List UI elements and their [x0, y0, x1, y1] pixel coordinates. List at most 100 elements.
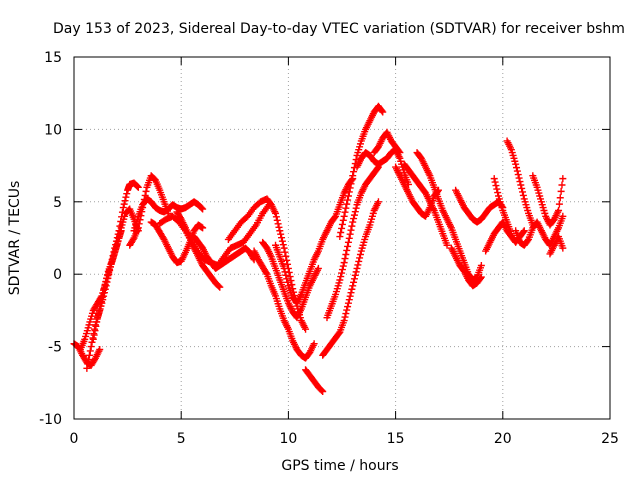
data-point: [281, 248, 289, 256]
data-point: [106, 267, 114, 275]
series-arc-31: [546, 233, 567, 258]
y-tick-label: 15: [44, 50, 62, 66]
data-point: [284, 278, 292, 286]
data-point: [341, 313, 349, 321]
data-point: [111, 244, 119, 252]
data-point: [557, 187, 565, 195]
data-point: [336, 276, 344, 284]
data-point: [314, 264, 322, 272]
series-arc-30: [529, 172, 567, 229]
series-arc-19: [353, 146, 412, 188]
data-point: [352, 204, 360, 212]
data-point: [379, 108, 387, 116]
data-point: [101, 285, 109, 293]
data-point: [102, 282, 110, 290]
data-point: [106, 263, 114, 271]
data-point: [98, 299, 106, 307]
x-tick-label: 10: [279, 431, 297, 447]
data-point: [356, 251, 364, 259]
data-point: [339, 262, 347, 270]
data-point: [85, 351, 93, 359]
data-point: [341, 208, 349, 216]
data-point: [344, 196, 352, 204]
plot-marks: [70, 102, 567, 395]
series-arc-7: [147, 218, 207, 267]
data-point: [280, 264, 288, 272]
data-point: [112, 241, 120, 249]
data-point: [347, 180, 355, 188]
series-arc-18: [336, 102, 387, 241]
data-point: [344, 238, 352, 246]
data-point: [120, 200, 128, 208]
data-point: [278, 237, 286, 245]
data-point: [89, 335, 97, 343]
data-point: [340, 317, 348, 325]
data-point: [348, 222, 356, 230]
series-arc-23: [413, 149, 485, 284]
data-point: [343, 306, 351, 314]
data-point: [345, 188, 353, 196]
data-point: [556, 194, 564, 202]
data-point: [198, 204, 206, 212]
data-point: [121, 197, 129, 205]
data-point: [352, 268, 360, 276]
data-point: [216, 283, 224, 291]
data-point: [119, 204, 127, 212]
data-point: [344, 242, 352, 250]
data-point: [353, 264, 361, 272]
data-point: [349, 172, 357, 180]
data-point: [343, 200, 351, 208]
data-point: [338, 220, 346, 228]
data-point: [346, 184, 354, 192]
data-point: [558, 181, 566, 189]
data-point: [520, 227, 528, 235]
data-point: [302, 325, 310, 333]
data-point: [491, 178, 499, 186]
series-arc-12: [250, 247, 318, 362]
chart-title: Day 153 of 2023, Sidereal Day-to-day VTE…: [53, 21, 625, 37]
data-point: [396, 149, 404, 157]
data-point: [515, 174, 523, 182]
x-tick-label: 0: [70, 431, 79, 447]
data-point: [514, 171, 522, 179]
data-point: [262, 269, 270, 277]
data-point: [100, 289, 108, 297]
data-point: [346, 230, 354, 238]
y-tick-label: -5: [48, 340, 62, 356]
data-point: [122, 193, 130, 201]
data-point: [513, 164, 521, 172]
data-point: [344, 299, 352, 307]
series-arc-20: [370, 128, 404, 157]
y-tick-labels: -10 -5 0 5 10 15: [39, 50, 62, 428]
data-point: [273, 216, 281, 224]
data-point: [340, 212, 348, 220]
data-point: [340, 259, 348, 267]
series-arc-4: [89, 179, 142, 343]
data-point: [280, 244, 288, 252]
series-arc-22: [400, 160, 451, 249]
data-point: [395, 147, 403, 155]
data-point: [559, 212, 567, 220]
data-point: [494, 189, 502, 197]
data-point: [87, 343, 95, 351]
data-point: [215, 282, 223, 290]
data-point: [199, 224, 207, 232]
data-point: [347, 289, 355, 297]
y-axis-label: SDTVAR / TECUs: [7, 181, 23, 296]
data-point: [344, 303, 352, 311]
data-point: [559, 175, 567, 183]
data-point: [350, 278, 358, 286]
data-point: [338, 269, 346, 277]
data-point: [493, 185, 501, 193]
data-point: [350, 215, 358, 223]
data-point: [350, 211, 358, 219]
data-point: [108, 255, 116, 263]
data-point: [117, 217, 125, 225]
data-point: [281, 268, 289, 276]
data-point: [343, 246, 351, 254]
data-point: [276, 227, 284, 235]
data-point: [342, 310, 350, 318]
data-point: [283, 275, 291, 283]
data-point: [555, 200, 563, 208]
